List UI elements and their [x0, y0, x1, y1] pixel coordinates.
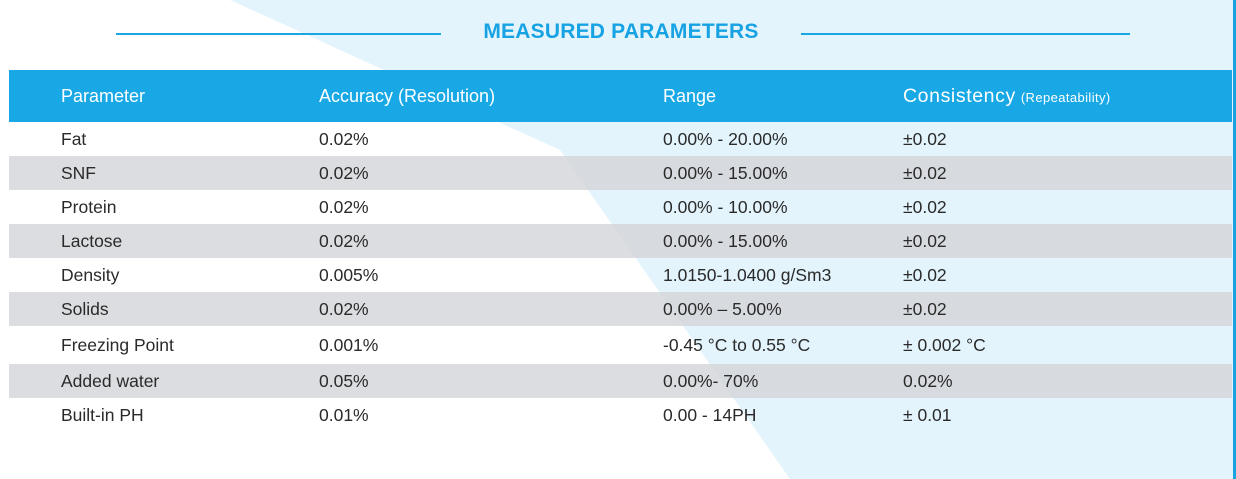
cell-accuracy: 0.02% [319, 196, 369, 217]
section-title-row: MEASURED PARAMETERS [0, 14, 1236, 52]
table-row: Solids 0.02% 0.00% – 5.00% ±0.02 [9, 292, 1232, 326]
cell-range: 0.00% - 10.00% [663, 196, 788, 217]
header-range: Range [663, 70, 903, 122]
header-consistency-sublabel: (Repeatability) [1020, 89, 1111, 105]
table-row: SNF 0.02% 0.00% - 15.00% ±0.02 [9, 156, 1232, 190]
cell-accuracy: 0.02% [319, 156, 663, 190]
title-divider-right [801, 33, 1130, 35]
table-header-row: Parameter Accuracy (Resolution) Range Co… [9, 70, 1232, 122]
table-row: Added water 0.05% 0.00%- 70% 0.02% [9, 364, 1232, 398]
cell-parameter: SNF [9, 156, 319, 190]
cell-accuracy: 0.01% [319, 404, 369, 425]
header-parameter: Parameter [9, 70, 319, 122]
cell-parameter: Fat [61, 128, 87, 149]
cell-consistency: ± 0.01 [903, 404, 952, 425]
parameters-table: Parameter Accuracy (Resolution) Range Co… [9, 70, 1232, 432]
table-row: Freezing Point 0.001% -0.45 °C to 0.55 °C ±… [9, 326, 1232, 364]
cell-parameter: Built-in PH [61, 404, 144, 425]
cell-parameter: Solids [9, 292, 319, 326]
cell-range: 0.00% - 15.00% [663, 224, 903, 258]
header-consistency: Consistency (Repeatability) [903, 70, 1232, 122]
header-consistency-label: Consistency [903, 84, 1016, 107]
cell-range: 0.00%- 70% [663, 364, 903, 398]
cell-consistency: ±0.02 [903, 292, 1232, 326]
cell-parameter: Density [61, 264, 120, 285]
title-divider-left [116, 33, 441, 35]
table-row: Protein 0.02% 0.00% - 10.00% ±0.02 [9, 190, 1232, 224]
table-row: Density 0.005% 1.0150-1.0400 g/Sm3 ±0.02 [9, 258, 1232, 292]
cell-consistency: ±0.02 [903, 156, 1232, 190]
header-accuracy: Accuracy (Resolution) [319, 70, 663, 122]
table-row: Lactose 0.02% 0.00% - 15.00% ±0.02 [9, 224, 1232, 258]
cell-parameter: Freezing Point [61, 334, 174, 355]
cell-consistency: ±0.02 [903, 196, 947, 217]
table-row: Fat 0.02% 0.00% - 20.00% ±0.02 [9, 122, 1232, 156]
section-title: MEASURED PARAMETERS [483, 20, 759, 43]
cell-range: 0.00 - 14PH [663, 404, 757, 425]
cell-consistency: ± 0.002 °C [903, 334, 986, 355]
cell-parameter: Added water [9, 364, 319, 398]
cell-accuracy: 0.02% [319, 292, 663, 326]
cell-range: 0.00% - 20.00% [663, 128, 788, 149]
cell-accuracy: 0.05% [319, 364, 663, 398]
right-edge-border [1233, 0, 1236, 479]
cell-range: 1.0150-1.0400 g/Sm3 [663, 264, 832, 285]
cell-parameter: Protein [61, 196, 117, 217]
cell-accuracy: 0.02% [319, 224, 663, 258]
cell-range: -0.45 °C to 0.55 °C [663, 334, 811, 355]
table-body: Fat 0.02% 0.00% - 20.00% ±0.02 SNF 0.02% 0.00%… [9, 122, 1232, 432]
cell-consistency: 0.02% [903, 364, 1232, 398]
cell-accuracy: 0.02% [319, 128, 369, 149]
cell-parameter: Lactose [9, 224, 319, 258]
cell-consistency: ±0.02 [903, 224, 1232, 258]
table-row: Built-in PH 0.01% 0.00 - 14PH ± 0.01 [9, 398, 1232, 432]
cell-accuracy: 0.005% [319, 264, 379, 285]
cell-consistency: ±0.02 [903, 264, 947, 285]
cell-range: 0.00% – 5.00% [663, 292, 903, 326]
cell-accuracy: 0.001% [319, 334, 379, 355]
cell-range: 0.00% - 15.00% [663, 156, 903, 190]
cell-consistency: ±0.02 [903, 128, 947, 149]
